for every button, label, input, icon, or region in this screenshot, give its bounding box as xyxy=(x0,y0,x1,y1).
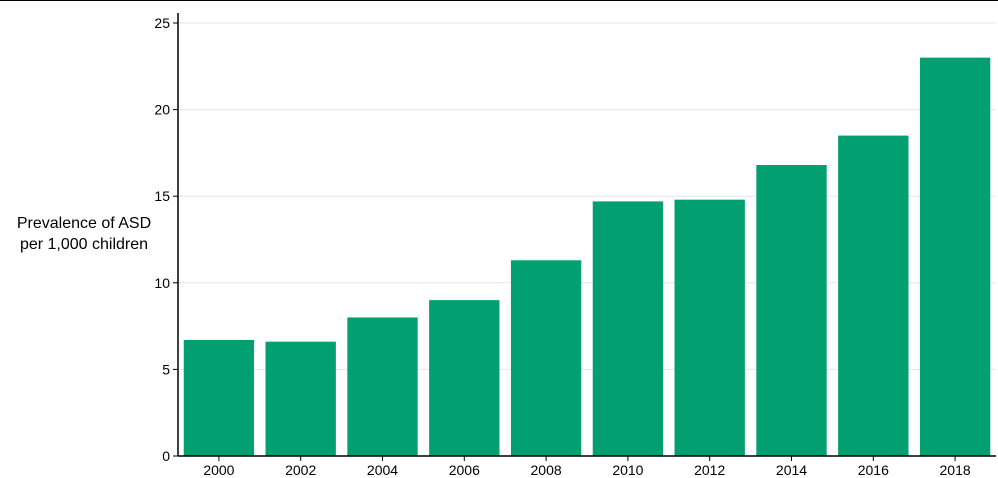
x-tick-label-2014: 2014 xyxy=(776,462,807,478)
bar-2010 xyxy=(592,201,664,456)
x-tick-label-2016: 2016 xyxy=(858,462,889,478)
y-tick-label-10: 10 xyxy=(154,275,170,291)
axes xyxy=(177,13,996,457)
x-tick-label-2008: 2008 xyxy=(531,462,562,478)
y-tick-label-15: 15 xyxy=(154,188,170,204)
bar-2016 xyxy=(838,135,909,456)
bars xyxy=(183,57,991,457)
x-tick-label-2002: 2002 xyxy=(285,462,316,478)
bar-2006 xyxy=(429,300,500,456)
y-tick-label-0: 0 xyxy=(162,448,170,464)
bar-2008 xyxy=(510,260,582,456)
x-tick-label-2004: 2004 xyxy=(367,462,398,478)
x-tick-label-2006: 2006 xyxy=(449,462,480,478)
y-tick-label-5: 5 xyxy=(162,361,170,377)
y-axis-label: Prevalence of ASD per 1,000 children xyxy=(0,213,168,255)
x-tick-label-2012: 2012 xyxy=(694,462,725,478)
x-axis-ticks: 2000 2002 2004 2006 2008 2010 2012 2014 2016 2018 xyxy=(203,456,971,478)
x-tick-label-2018: 2018 xyxy=(940,462,971,478)
bar-2014 xyxy=(756,165,827,457)
bar-2012 xyxy=(674,199,745,456)
y-tick-label-25: 25 xyxy=(154,15,170,31)
x-tick-label-2000: 2000 xyxy=(203,462,234,478)
top-border-line xyxy=(0,0,998,1)
y-axis-ticks: 0 5 10 15 20 25 xyxy=(154,15,178,464)
y-axis-label-line-2: per 1,000 children xyxy=(19,236,149,253)
y-axis-label-line-1: Prevalence of ASD xyxy=(16,215,152,232)
bar-2000 xyxy=(183,339,255,456)
y-tick-label-20: 20 xyxy=(154,102,170,118)
bar-2004 xyxy=(347,317,418,456)
bar-2002 xyxy=(265,341,336,456)
bar-2018 xyxy=(919,57,991,456)
x-tick-label-2010: 2010 xyxy=(612,462,643,478)
